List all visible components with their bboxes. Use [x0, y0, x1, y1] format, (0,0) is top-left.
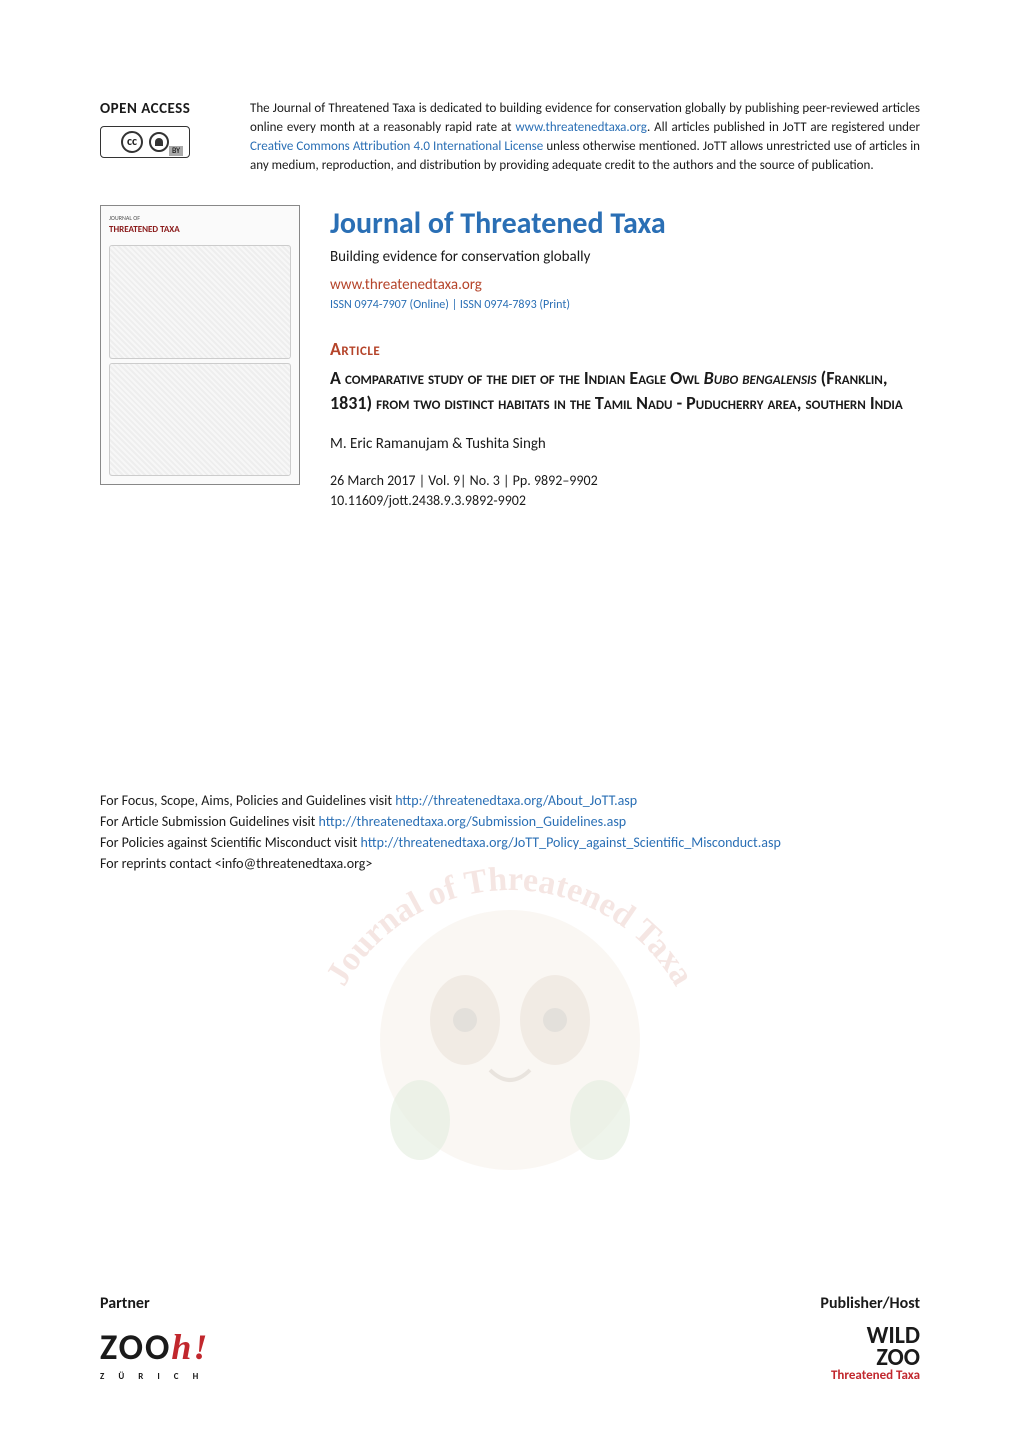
publisher-block: Publisher/Host WILD ZOO Threatened Taxa [820, 1294, 920, 1382]
pub-date-vol: 26 March 2017 | Vol. 9| No. 3 | Pp. 9892… [330, 471, 920, 491]
intro-text-2: . All articles published in JoTT are reg… [647, 120, 920, 135]
misconduct-link-line: For Policies against Scientific Miscondu… [100, 832, 920, 853]
footer-links-block: For Focus, Scope, Aims, Policies and Gui… [100, 790, 920, 874]
article-title-part1: A comparative study of the diet of the I… [330, 367, 704, 389]
journal-intro-paragraph: The Journal of Threatened Taxa is dedica… [250, 100, 920, 175]
cc-by-badge-icon: cc BY [100, 126, 190, 158]
journal-title: Journal of Threatened Taxa [330, 205, 920, 242]
article-title-scientific-name: Bubo bengalensis [704, 367, 817, 389]
wild-zoo-logo: WILD ZOO Threatened Taxa [820, 1325, 920, 1382]
cover-illustration-1 [109, 245, 291, 359]
reprints-contact: For reprints contact <info@threatenedtax… [100, 853, 920, 874]
submission-link-line: For Article Submission Guidelines visit … [100, 811, 920, 832]
about-link[interactable]: http://threatenedtaxa.org/About_JoTT.asp [395, 792, 637, 809]
publisher-label: Publisher/Host [820, 1294, 920, 1313]
partner-block: Partner ZOOh! Z Ü R I C H [100, 1294, 209, 1382]
publication-info: 26 March 2017 | Vol. 9| No. 3 | Pp. 9892… [330, 471, 920, 510]
threatened-taxa-text: Threatened Taxa [820, 1370, 920, 1382]
article-metadata-column: Journal of Threatened Taxa Building evid… [330, 205, 920, 510]
cover-title: THREATENED TAXA [109, 224, 291, 235]
zoo-zurich-logo: ZOOh! [100, 1325, 209, 1369]
submission-guidelines-link[interactable]: http://threatenedtaxa.org/Submission_Gui… [319, 813, 627, 830]
cover-illustrations [109, 245, 291, 476]
journal-watermark-icon: Journal of Threatened Taxa [270, 820, 750, 1200]
partner-label: Partner [100, 1294, 209, 1313]
open-access-label: OPEN ACCESS [100, 100, 220, 118]
journal-tagline: Building evidence for conservation globa… [330, 248, 920, 266]
issn-line: ISSN 0974-7907 (Online) | ISSN 0974-7893… [330, 298, 920, 312]
zoo-logo-h: h! [171, 1327, 209, 1367]
by-label: BY [169, 146, 183, 156]
cover-header: JOURNAL OF [109, 214, 291, 222]
article-title: A comparative study of the diet of the I… [330, 366, 920, 415]
watermark-text: Journal of Threatened Taxa [319, 861, 701, 992]
journal-website[interactable]: www.threatenedtaxa.org [330, 276, 920, 294]
journal-website-link[interactable]: www.threatenedtaxa.org [330, 276, 482, 294]
doi: 10.11609/jott.2438.9.3.9892-9902 [330, 491, 920, 511]
svg-text:Journal of Threatened Taxa: Journal of Threatened Taxa [319, 861, 701, 992]
attribution-icon [149, 132, 169, 152]
issue-cover-thumbnail: JOURNAL OF THREATENED TAXA [100, 205, 300, 485]
cc-license-link[interactable]: Creative Commons Attribution 4.0 Interna… [250, 139, 543, 154]
section-label: Article [330, 338, 920, 360]
cover-illustration-2 [109, 363, 291, 477]
cc-icon: cc [121, 131, 143, 153]
open-access-block: OPEN ACCESS cc BY [100, 100, 220, 175]
misconduct-policy-link[interactable]: http://threatenedtaxa.org/JoTT_Policy_ag… [360, 834, 780, 851]
zoo-logo-text: ZOO [100, 1325, 171, 1369]
about-link-line: For Focus, Scope, Aims, Policies and Gui… [100, 790, 920, 811]
cover-line1: JOURNAL OF [109, 214, 140, 222]
zoo-zurich-subtext: Z Ü R I C H [100, 1371, 209, 1382]
journal-url-link[interactable]: www.threatenedtaxa.org [515, 120, 647, 135]
article-authors: M. Eric Ramanujam & Tushita Singh [330, 435, 920, 453]
